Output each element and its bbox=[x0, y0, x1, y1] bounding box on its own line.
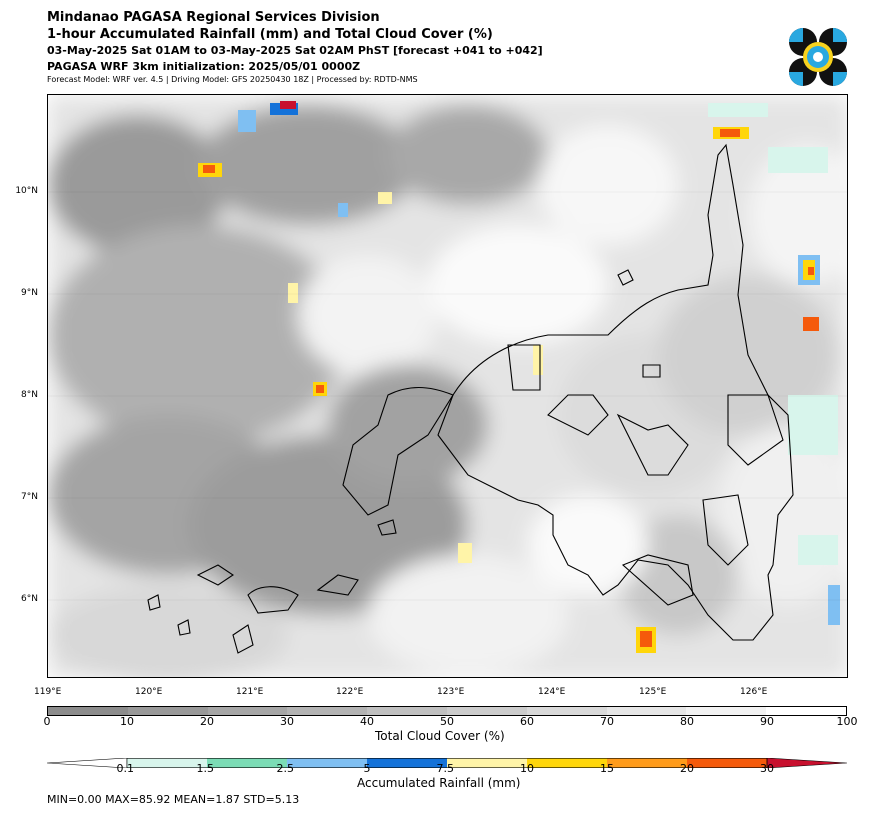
cloud-colorbar-segment bbox=[207, 707, 288, 715]
rain-colorbar-segment bbox=[367, 758, 447, 768]
cloud-colorbar-segment bbox=[127, 707, 209, 715]
rain-colorbar-tick: 15 bbox=[600, 762, 614, 775]
rain-colorbar-extension-low bbox=[46, 757, 128, 769]
cloud-colorbar-tick: 20 bbox=[200, 715, 214, 728]
cloud-colorbar-tick: 80 bbox=[680, 715, 694, 728]
lat-label-8n: 8°N bbox=[21, 390, 38, 400]
lon-label-125e: 125°E bbox=[639, 687, 667, 697]
rain-colorbar-label: Accumulated Rainfall (mm) bbox=[357, 776, 521, 790]
title-region: Mindanao PAGASA Regional Services Divisi… bbox=[47, 10, 380, 25]
cloud-colorbar-tick: 0 bbox=[43, 715, 51, 728]
cloud-colorbar-tick: 40 bbox=[360, 715, 374, 728]
lon-label-124e: 124°E bbox=[538, 687, 566, 697]
cloud-colorbar-segment bbox=[766, 707, 847, 715]
cloud-colorbar-tick: 60 bbox=[520, 715, 534, 728]
pagasa-logo bbox=[788, 27, 848, 87]
lon-label-121e: 121°E bbox=[236, 687, 264, 697]
rain-colorbar-segment bbox=[447, 758, 527, 768]
cloud-colorbar-label: Total Cloud Cover (%) bbox=[375, 729, 505, 743]
title-model-info: Forecast Model: WRF ver. 4.5 | Driving M… bbox=[47, 75, 418, 84]
lat-label-9n: 9°N bbox=[21, 288, 38, 298]
cloud-colorbar-tick: 70 bbox=[600, 715, 614, 728]
rain-colorbar-tick: 0.1 bbox=[116, 762, 135, 775]
rain-colorbar-tick: 2.5 bbox=[276, 762, 295, 775]
rain-colorbar-extension-high bbox=[766, 757, 848, 769]
cloud-colorbar-segment bbox=[48, 707, 129, 715]
rain-colorbar-segment bbox=[687, 758, 767, 768]
lon-label-126e: 126°E bbox=[740, 687, 768, 697]
cloud-colorbar-tick: 10 bbox=[120, 715, 134, 728]
rainfall-cloud-map bbox=[47, 94, 848, 678]
lat-label-10n: 10°N bbox=[15, 186, 38, 196]
lat-label-7n: 7°N bbox=[21, 492, 38, 502]
field-statistics: MIN=0.00 MAX=85.92 MEAN=1.87 STD=5.13 bbox=[47, 793, 300, 806]
title-product: 1-hour Accumulated Rainfall (mm) and Tot… bbox=[47, 27, 493, 42]
cloud-colorbar-segment bbox=[526, 707, 608, 715]
cloud-colorbar-tick: 30 bbox=[280, 715, 294, 728]
cloud-cover-field bbox=[48, 95, 847, 677]
rainfall-cells bbox=[198, 101, 840, 653]
rain-colorbar-tick: 7.5 bbox=[436, 762, 455, 775]
lon-label-122e: 122°E bbox=[336, 687, 364, 697]
lon-label-119e: 119°E bbox=[34, 687, 62, 697]
rain-colorbar-tick: 1.5 bbox=[196, 762, 215, 775]
rain-colorbar-segment bbox=[287, 758, 367, 768]
rain-colorbar-segment bbox=[607, 758, 687, 768]
rain-colorbar-segment bbox=[207, 758, 287, 768]
rain-colorbar-segment bbox=[527, 758, 607, 768]
cloud-colorbar-tick: 90 bbox=[760, 715, 774, 728]
title-valid-time: 03-May-2025 Sat 01AM to 03-May-2025 Sat … bbox=[47, 44, 543, 57]
cloud-colorbar-segment bbox=[686, 707, 767, 715]
rain-colorbar-frame bbox=[126, 758, 768, 768]
rainfall-colorbar bbox=[46, 753, 848, 769]
cloud-colorbar-tick: 50 bbox=[440, 715, 454, 728]
cloud-colorbar-segment bbox=[606, 707, 687, 715]
gridlines bbox=[48, 191, 847, 601]
lon-label-123e: 123°E bbox=[437, 687, 465, 697]
rain-colorbar-tick: 10 bbox=[520, 762, 534, 775]
cloud-colorbar-segment bbox=[287, 707, 368, 715]
lat-label-6n: 6°N bbox=[21, 594, 38, 604]
rain-colorbar-tick: 5 bbox=[363, 762, 371, 775]
cloud-cover-colorbar bbox=[47, 706, 847, 716]
lon-label-120e: 120°E bbox=[135, 687, 163, 697]
rain-colorbar-tick: 20 bbox=[680, 762, 694, 775]
cloud-colorbar-segment bbox=[367, 707, 448, 715]
rain-colorbar-tick: 30 bbox=[760, 762, 774, 775]
cloud-colorbar-tick: 100 bbox=[836, 715, 858, 728]
title-initialization: PAGASA WRF 3km initialization: 2025/05/0… bbox=[47, 60, 361, 73]
cloud-colorbar-segment bbox=[447, 707, 528, 715]
rain-colorbar-segment bbox=[127, 758, 207, 768]
coastlines-boundaries bbox=[147, 143, 794, 654]
